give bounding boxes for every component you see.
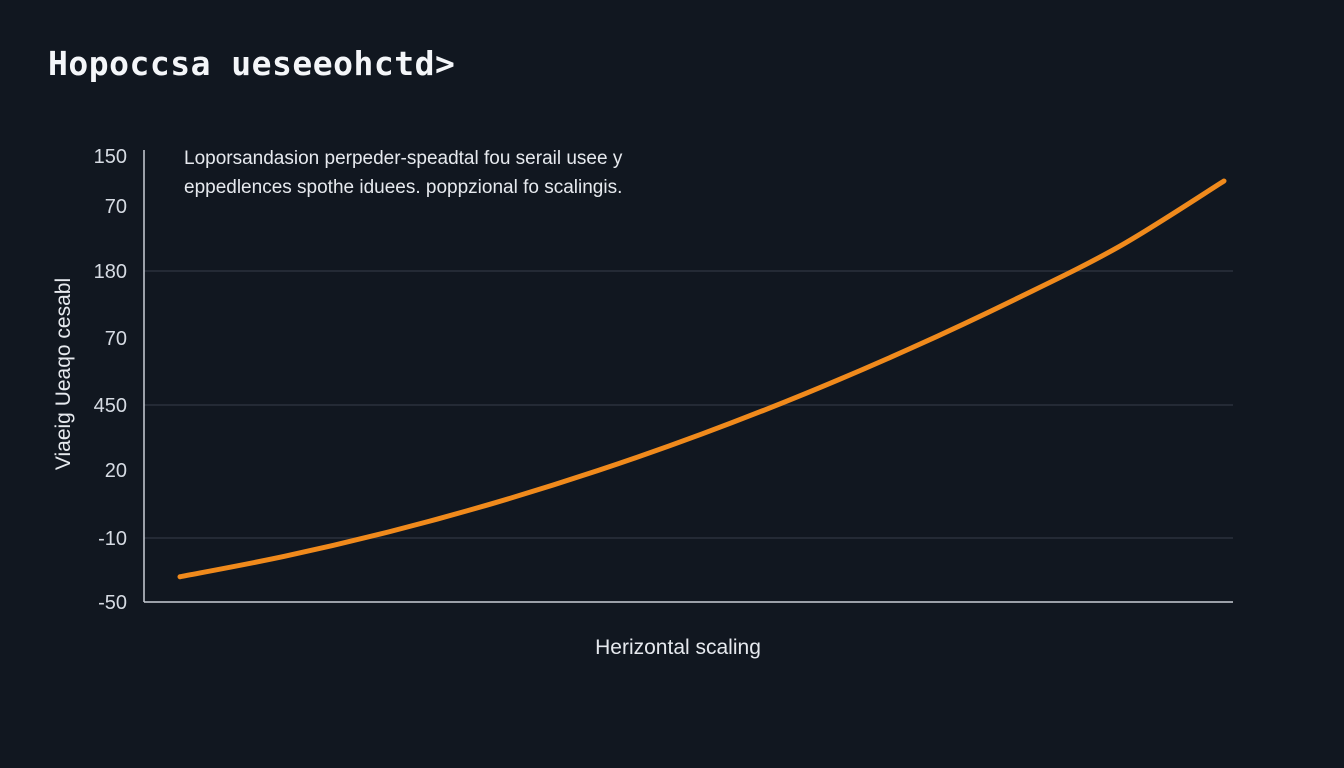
x-axis-label: Herizontal scaling bbox=[595, 636, 761, 659]
y-tick-label: 20 bbox=[105, 460, 127, 482]
y-tick-label: 70 bbox=[105, 328, 127, 350]
annotation-line-2: eppedlences spothe iduees. poppzional fo… bbox=[184, 177, 623, 198]
chart-title: Hopoccsa ueseeohctd> bbox=[48, 44, 456, 83]
y-tick-label: -10 bbox=[98, 528, 127, 550]
y-tick-label: 150 bbox=[94, 146, 127, 168]
annotation-line-1: Loporsandasion perpeder-speadtal fou ser… bbox=[184, 148, 623, 169]
chart-annotation: Loporsandasion perpeder-speadtal fou ser… bbox=[184, 144, 622, 202]
y-tick-label: 180 bbox=[94, 261, 127, 283]
y-tick-label: 70 bbox=[105, 196, 127, 218]
y-tick-label: 450 bbox=[94, 395, 127, 417]
series-line bbox=[177, 178, 1227, 580]
y-tick-label: -50 bbox=[98, 592, 127, 614]
